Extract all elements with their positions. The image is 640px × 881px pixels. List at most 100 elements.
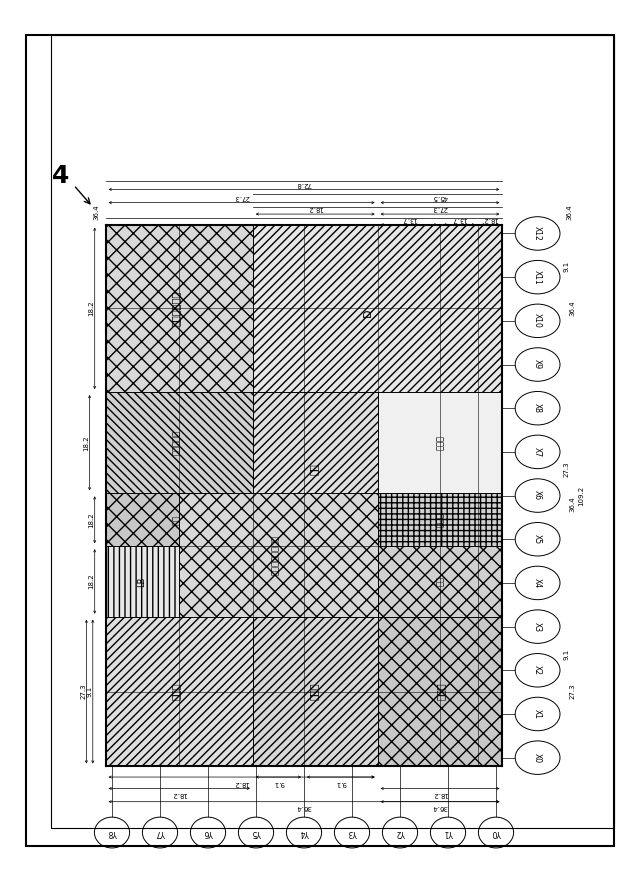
Text: X1: X1 [533,709,542,719]
Text: 72.8: 72.8 [296,181,312,187]
Bar [253,392,378,546]
Text: 18.2: 18.2 [88,512,95,528]
Text: 18.2: 18.2 [307,205,323,211]
Ellipse shape [383,818,418,848]
Text: X3: X3 [533,622,542,632]
Bar [378,546,502,617]
Text: Y8: Y8 [108,828,116,837]
Text: X7: X7 [533,447,542,457]
Text: クローゼット: クローゼット [171,291,181,326]
Ellipse shape [479,818,514,848]
Text: 45.5: 45.5 [432,194,448,200]
Text: 収納: 収納 [172,515,180,525]
Bar [106,617,253,766]
Text: 9.1: 9.1 [86,686,93,697]
Bar [106,493,253,546]
Text: 18.2: 18.2 [83,435,90,450]
Ellipse shape [143,818,178,848]
Text: 18.2: 18.2 [172,791,187,797]
Ellipse shape [515,697,560,730]
Text: 収納: 収納 [436,576,445,587]
Ellipse shape [334,818,370,848]
Text: 9.1: 9.1 [563,261,570,272]
Text: Y2: Y2 [396,828,404,837]
Bar [378,493,502,546]
Text: Y6: Y6 [204,828,212,837]
Ellipse shape [515,741,560,774]
Text: 27.3: 27.3 [234,194,250,200]
Text: X12: X12 [533,226,542,241]
Text: X2: X2 [533,665,542,676]
Ellipse shape [515,217,560,250]
Text: X0: X0 [533,752,542,763]
Ellipse shape [515,654,560,687]
Text: X5: X5 [533,534,542,544]
Bar [378,617,502,766]
Text: X9: X9 [533,359,542,369]
Ellipse shape [515,261,560,294]
Text: 9.1: 9.1 [273,780,284,786]
Text: 駐輪場: 駐輪場 [308,683,319,700]
Text: 36.4: 36.4 [566,204,573,220]
Text: X10: X10 [533,314,542,329]
Text: X4: X4 [533,578,542,588]
Bar [378,392,502,493]
Text: Y7: Y7 [156,828,164,837]
Text: Y1: Y1 [444,828,452,837]
Text: 洗面脱衣室: 洗面脱衣室 [172,430,180,455]
Text: 駐車場: 駐車場 [171,683,181,700]
Text: 9.1: 9.1 [335,780,346,786]
Text: X11: X11 [533,270,542,285]
Ellipse shape [287,818,322,848]
Text: Y0: Y0 [492,828,500,837]
Text: 18.2: 18.2 [234,780,250,786]
Text: 13.7: 13.7 [451,216,467,222]
Text: 27.3: 27.3 [563,462,570,477]
Text: 36.4: 36.4 [296,804,312,811]
Ellipse shape [515,479,560,512]
Text: 36.4: 36.4 [432,804,448,811]
Text: Y3: Y3 [348,828,356,837]
Text: 浴室: 浴室 [308,463,319,475]
Bar [106,392,253,493]
Text: 36.4: 36.4 [570,300,576,316]
Text: 18.2: 18.2 [483,216,498,222]
Ellipse shape [515,566,560,600]
Text: Y5: Y5 [252,828,260,837]
Text: X8: X8 [533,403,542,413]
Text: 27.3: 27.3 [432,205,448,211]
Ellipse shape [515,610,560,643]
Text: ルーフバルコニー: ルーフバルコニー [271,535,280,575]
Ellipse shape [191,818,226,848]
Ellipse shape [515,304,560,337]
Ellipse shape [515,522,560,556]
Text: 18.2: 18.2 [88,574,95,589]
Ellipse shape [515,435,560,469]
Text: D: D [363,308,373,317]
Bar [106,225,502,766]
Text: 9.1: 9.1 [563,648,570,660]
Text: 27.3: 27.3 [80,684,86,700]
Ellipse shape [515,391,560,425]
Text: ホール: ホール [436,434,445,450]
Text: 36.4: 36.4 [93,204,99,220]
Ellipse shape [239,818,274,848]
Ellipse shape [95,818,130,848]
Text: 109.2: 109.2 [578,485,584,506]
Bar [51,35,614,828]
Text: 18.2: 18.2 [88,300,95,316]
Bar [106,546,179,617]
Text: 36.4: 36.4 [570,497,576,512]
Bar [179,493,378,617]
Text: 27.3: 27.3 [570,684,576,700]
Bar [106,225,253,392]
Ellipse shape [515,348,560,381]
Text: 18.2: 18.2 [432,791,448,797]
Text: 駐輪場: 駐輪場 [435,683,445,700]
Bar [253,225,502,392]
Text: トイレ: トイレ [436,512,445,528]
Text: LB: LB [138,576,147,587]
Text: Y4: Y4 [300,828,308,837]
Text: X6: X6 [533,491,542,500]
Text: 4: 4 [52,164,70,189]
